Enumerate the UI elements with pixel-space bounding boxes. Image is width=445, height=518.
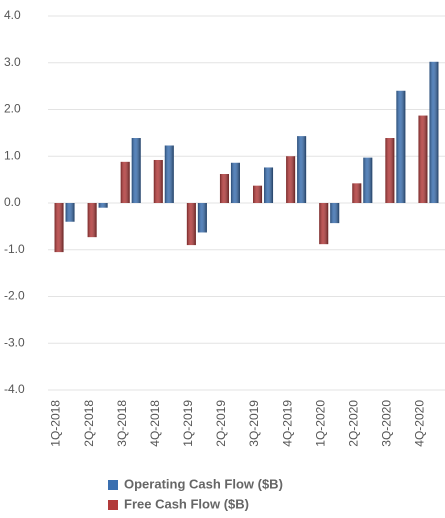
x-tick-label: 3Q-2019 — [247, 400, 261, 447]
bar — [197, 203, 207, 233]
x-tick-label: 3Q-2018 — [115, 400, 129, 447]
legend-label: Operating Cash Flow ($B) — [124, 476, 283, 491]
bar — [230, 162, 240, 203]
bar — [219, 174, 229, 203]
y-tick-label: 3.0 — [4, 55, 21, 69]
bar — [286, 156, 296, 203]
bar — [297, 136, 307, 203]
x-tick-label: 2Q-2018 — [82, 400, 96, 447]
y-tick-label: 2.0 — [4, 102, 21, 116]
bar — [186, 203, 196, 246]
x-tick-label: 1Q-2018 — [49, 400, 63, 447]
bar — [319, 203, 329, 245]
x-tick-label: 3Q-2020 — [380, 400, 394, 447]
x-tick-label: 4Q-2020 — [413, 400, 427, 447]
bar — [429, 61, 439, 203]
bar — [264, 167, 274, 203]
bar — [131, 138, 141, 203]
y-tick-label: -3.0 — [4, 335, 25, 349]
legend-label: Free Cash Flow ($B) — [124, 496, 249, 511]
bar — [164, 145, 174, 203]
x-tick-label: 2Q-2020 — [346, 400, 360, 447]
bar — [87, 203, 97, 238]
bar — [153, 159, 163, 203]
y-tick-label: 1.0 — [4, 148, 21, 162]
y-tick-label: 0.0 — [4, 195, 21, 209]
y-tick-label: 4.0 — [4, 8, 21, 22]
x-tick-label: 1Q-2019 — [181, 400, 195, 447]
bar — [385, 138, 395, 203]
x-tick-label: 4Q-2018 — [148, 400, 162, 447]
bar — [330, 203, 340, 224]
bar — [363, 157, 373, 203]
x-tick-label: 2Q-2019 — [214, 400, 228, 447]
bar — [396, 90, 406, 203]
bar — [352, 183, 362, 203]
y-tick-label: -1.0 — [4, 242, 25, 256]
legend-swatch — [108, 480, 118, 490]
bar — [65, 203, 75, 222]
y-tick-label: -4.0 — [4, 382, 25, 396]
bar — [253, 185, 263, 203]
bar — [98, 203, 108, 208]
bar — [120, 161, 130, 203]
x-tick-label: 4Q-2019 — [280, 400, 294, 447]
bar — [418, 115, 428, 203]
y-tick-label: -2.0 — [4, 289, 25, 303]
bar — [54, 203, 64, 253]
legend-swatch — [108, 500, 118, 510]
x-tick-label: 1Q-2020 — [313, 400, 327, 447]
